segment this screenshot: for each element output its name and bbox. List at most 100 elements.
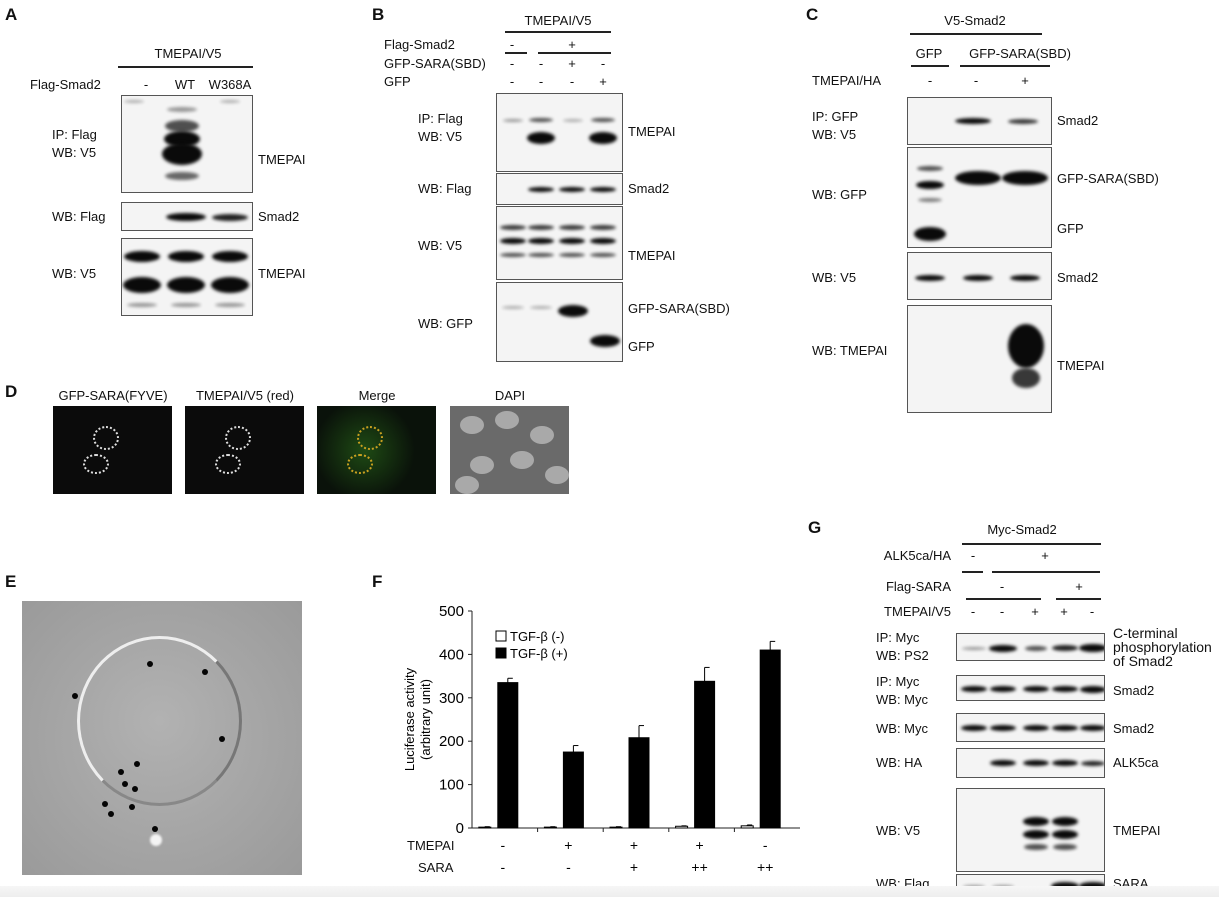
- blot-left-label: WB: HA: [876, 755, 923, 770]
- band: [915, 275, 945, 281]
- band: [961, 686, 987, 692]
- panel-a-header: TMEPAI/V5: [154, 46, 222, 61]
- blot-right-label: TMEPAI: [1113, 823, 1161, 838]
- nucleus: [460, 416, 484, 434]
- band: [1052, 725, 1078, 731]
- divider: [992, 571, 1100, 573]
- band: [166, 213, 206, 221]
- band: [559, 238, 585, 244]
- band: [527, 132, 555, 144]
- band: [1008, 118, 1038, 124]
- band: [1025, 645, 1047, 651]
- bar: [497, 682, 519, 829]
- gold-particle: [122, 781, 128, 787]
- band: [591, 118, 615, 122]
- bar: [675, 825, 689, 829]
- y-tick-label: 500: [439, 603, 464, 620]
- band: [589, 132, 617, 144]
- gold-particle: [134, 761, 140, 767]
- blot-right-label: Smad2: [1057, 270, 1099, 285]
- band: [1080, 725, 1104, 731]
- band: [917, 165, 943, 171]
- bar: [759, 649, 781, 829]
- band: [502, 305, 524, 309]
- band: [559, 186, 585, 192]
- blot-right-label: C-terminal: [1113, 625, 1178, 641]
- row-label: TMEPAI/HA: [812, 73, 882, 88]
- blot-left-label: WB: GFP: [812, 187, 867, 202]
- nucleus: [455, 476, 479, 494]
- lane-value: +: [568, 56, 576, 71]
- blot-left-label: WB: Flag: [418, 181, 472, 196]
- blot-right-label: TMEPAI: [1057, 358, 1105, 373]
- lane-value: -: [970, 548, 976, 563]
- western-blot: [907, 305, 1052, 413]
- blot-left-label: WB: V5: [812, 270, 857, 285]
- western-blot: [907, 97, 1052, 145]
- nucleus: [495, 411, 519, 429]
- western-blot: [907, 147, 1052, 248]
- band: [1023, 760, 1049, 766]
- band: [528, 186, 554, 192]
- band: [955, 118, 991, 124]
- sara-value: ++: [691, 859, 707, 875]
- bar: [628, 737, 650, 829]
- western-blot: [496, 282, 623, 362]
- western-blot: [121, 202, 253, 231]
- band: [212, 250, 248, 262]
- blot-left-label: WB: PS2: [876, 648, 929, 663]
- band: [165, 120, 199, 132]
- divider: [505, 31, 611, 33]
- panel-a-letter: A: [5, 5, 18, 24]
- gold-particle: [118, 769, 124, 775]
- cell-signal: [347, 454, 373, 474]
- western-blot: [956, 633, 1105, 661]
- gold-particle: [108, 811, 114, 817]
- panel-g-header: Myc-Smad2: [987, 522, 1057, 537]
- nucleus: [530, 426, 554, 444]
- panel-b-header: TMEPAI/V5: [524, 13, 592, 28]
- bar: [562, 751, 584, 829]
- blot-right-label: GFP: [1057, 221, 1084, 236]
- band: [559, 253, 585, 257]
- lane-value: +: [1075, 579, 1083, 594]
- band: [500, 253, 526, 257]
- band: [162, 143, 202, 165]
- nucleus: [510, 451, 534, 469]
- row-label: ALK5ca/HA: [883, 548, 951, 563]
- band: [1079, 644, 1104, 652]
- band: [503, 118, 523, 122]
- lane-value: -: [538, 56, 544, 71]
- lane-value: -: [509, 37, 515, 52]
- blot-right-label: phosphorylation: [1113, 639, 1212, 655]
- lane-value: +: [568, 37, 576, 52]
- lane-value: +: [1021, 73, 1029, 88]
- blot-right-label: Smad2: [258, 209, 300, 224]
- blot-right-label: Smad2: [1113, 721, 1155, 736]
- tmepai-value: +: [564, 837, 572, 853]
- lane-label: WT: [174, 77, 196, 92]
- band: [1012, 368, 1040, 388]
- y-axis-label: Luciferase activity: [402, 667, 417, 771]
- row-label: TMEPAI/V5: [884, 604, 951, 619]
- electron-micrograph: [22, 601, 302, 875]
- panel-e-letter: E: [5, 572, 17, 591]
- blot-left-label: WB: Myc: [876, 692, 928, 707]
- panel-f-letter: F: [372, 572, 383, 591]
- band: [990, 725, 1016, 731]
- band: [168, 250, 204, 262]
- tmepai-value: +: [630, 837, 638, 853]
- gold-particle: [219, 736, 225, 742]
- band: [500, 224, 526, 230]
- lane-label: W368A: [208, 77, 252, 92]
- image-label: GFP-SARA(FYVE): [58, 388, 168, 403]
- band: [590, 238, 616, 244]
- gold-particle: [129, 804, 135, 810]
- group-label: GFP-SARA(SBD): [969, 46, 1071, 61]
- blot-right-label: TMEPAI: [258, 152, 306, 167]
- bar: [694, 680, 716, 829]
- blot-right-label: GFP: [628, 339, 655, 354]
- band: [215, 303, 245, 307]
- band: [167, 277, 205, 293]
- blot-left-label: WB: TMEPAI: [812, 343, 888, 358]
